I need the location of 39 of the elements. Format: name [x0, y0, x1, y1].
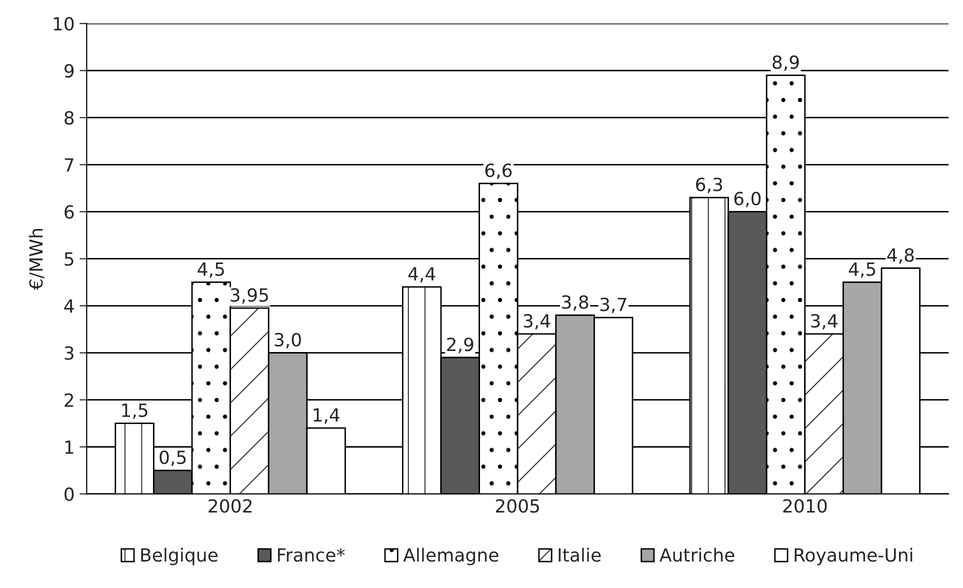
- data-label: 3,7: [600, 298, 626, 314]
- data-label: 2,9: [447, 338, 474, 354]
- y-tick-label: 8: [64, 111, 74, 125]
- y-tick-label: 4: [64, 299, 74, 313]
- y-tick-label: 5: [64, 252, 74, 266]
- data-label: 3,4: [524, 314, 550, 330]
- data-label: 3,4: [811, 314, 838, 330]
- x-tick-label: 2002: [208, 499, 252, 513]
- y-tick-label: 2: [64, 393, 74, 407]
- data-label: 6,6: [485, 164, 512, 180]
- y-tick-label: 3: [64, 346, 74, 360]
- data-label: 6,3: [696, 178, 722, 194]
- data-label: 4,5: [848, 262, 876, 278]
- y-tick-label: 7: [64, 158, 74, 172]
- legend-label: Italie: [558, 548, 601, 562]
- data-label: 1,5: [122, 404, 148, 419]
- legend-label: Royaume-Uni: [794, 548, 912, 566]
- y-axis-title: €/MWh: [28, 229, 44, 290]
- y-tick-label: 0: [64, 487, 74, 502]
- data-label: 4,8: [887, 248, 914, 264]
- data-label: 3,8: [562, 295, 588, 311]
- legend-label: Belgique: [141, 548, 218, 566]
- data-label: 4,5: [198, 262, 224, 278]
- data-label: 6,0: [734, 192, 761, 208]
- y-tick-label: 1: [65, 440, 74, 454]
- data-label: 3,0: [274, 332, 301, 348]
- data-label: 3,95: [230, 288, 268, 304]
- legend-label: France*: [278, 548, 345, 562]
- legend-label: Allemagne: [403, 548, 498, 566]
- data-label: 1,4: [314, 408, 340, 424]
- y-tick-label: 6: [64, 205, 74, 219]
- x-tick-label: 2010: [783, 499, 827, 513]
- data-label: 8,9: [772, 55, 799, 71]
- x-tick-label: 2005: [496, 499, 540, 513]
- y-tick-label: 10: [54, 16, 74, 31]
- legend-label: Autriche: [660, 548, 734, 562]
- data-label: 0,5: [160, 450, 186, 466]
- data-label: 4,4: [408, 267, 436, 283]
- y-tick-label: 9: [64, 64, 74, 78]
